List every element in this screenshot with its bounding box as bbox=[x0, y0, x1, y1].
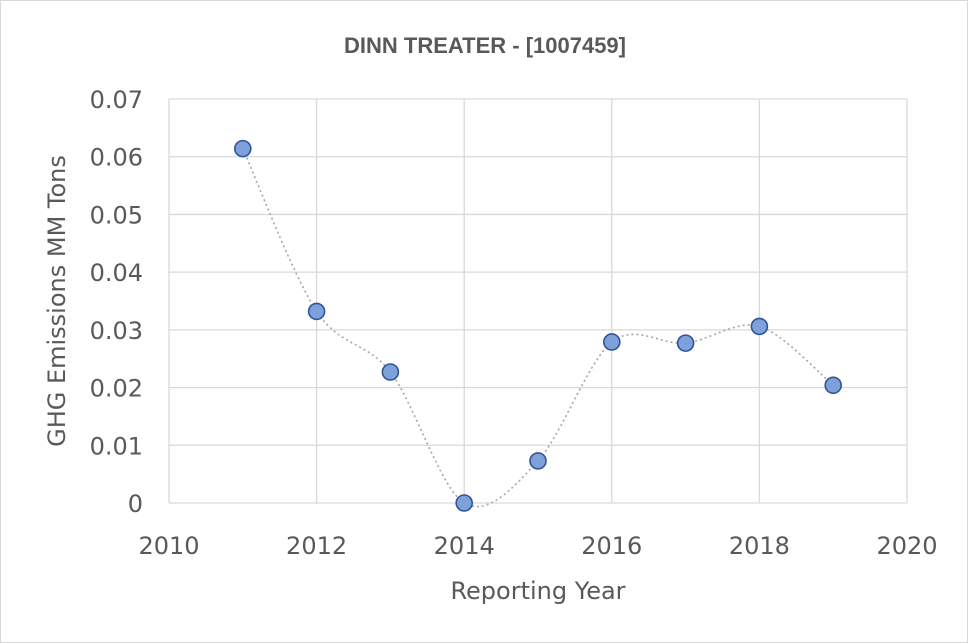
data-point bbox=[602, 333, 621, 351]
x-tick-label: 2018 bbox=[729, 532, 790, 560]
data-point bbox=[455, 494, 474, 512]
y-tick-label: 0.01 bbox=[90, 432, 143, 460]
x-axis-ticks: 2010 2012 2014 2016 2018 2020 bbox=[138, 532, 937, 560]
data-point bbox=[676, 334, 695, 352]
data-point bbox=[307, 302, 326, 321]
data-point bbox=[750, 317, 769, 336]
data-point bbox=[234, 139, 252, 158]
x-axis-label: Reporting Year bbox=[450, 577, 625, 605]
grid bbox=[168, 98, 908, 504]
y-tick-label: 0.02 bbox=[90, 375, 143, 403]
y-tick-label: 0.07 bbox=[90, 86, 143, 114]
x-tick-label: 2010 bbox=[138, 532, 199, 560]
x-tick-label: 2014 bbox=[434, 532, 495, 560]
data-points bbox=[234, 139, 843, 512]
x-tick-label: 2012 bbox=[286, 532, 347, 560]
y-tick-label: 0.05 bbox=[90, 201, 143, 229]
data-point bbox=[381, 363, 400, 381]
x-tick-label: 2016 bbox=[581, 532, 642, 560]
chart-title: DINN TREATER - [1007459] bbox=[344, 33, 626, 58]
x-tick-label: 2020 bbox=[876, 532, 937, 560]
y-axis-label: GHG Emissions MM Tons bbox=[43, 155, 71, 447]
y-axis-ticks: 0 0.01 0.02 0.03 0.04 0.05 0.06 0.07 bbox=[90, 86, 143, 518]
y-tick-label: 0.04 bbox=[90, 259, 143, 287]
data-point bbox=[824, 376, 843, 395]
y-tick-label: 0.03 bbox=[90, 317, 143, 345]
y-tick-label: 0.06 bbox=[90, 144, 143, 172]
data-point bbox=[529, 452, 547, 470]
y-tick-label: 0 bbox=[128, 490, 143, 518]
